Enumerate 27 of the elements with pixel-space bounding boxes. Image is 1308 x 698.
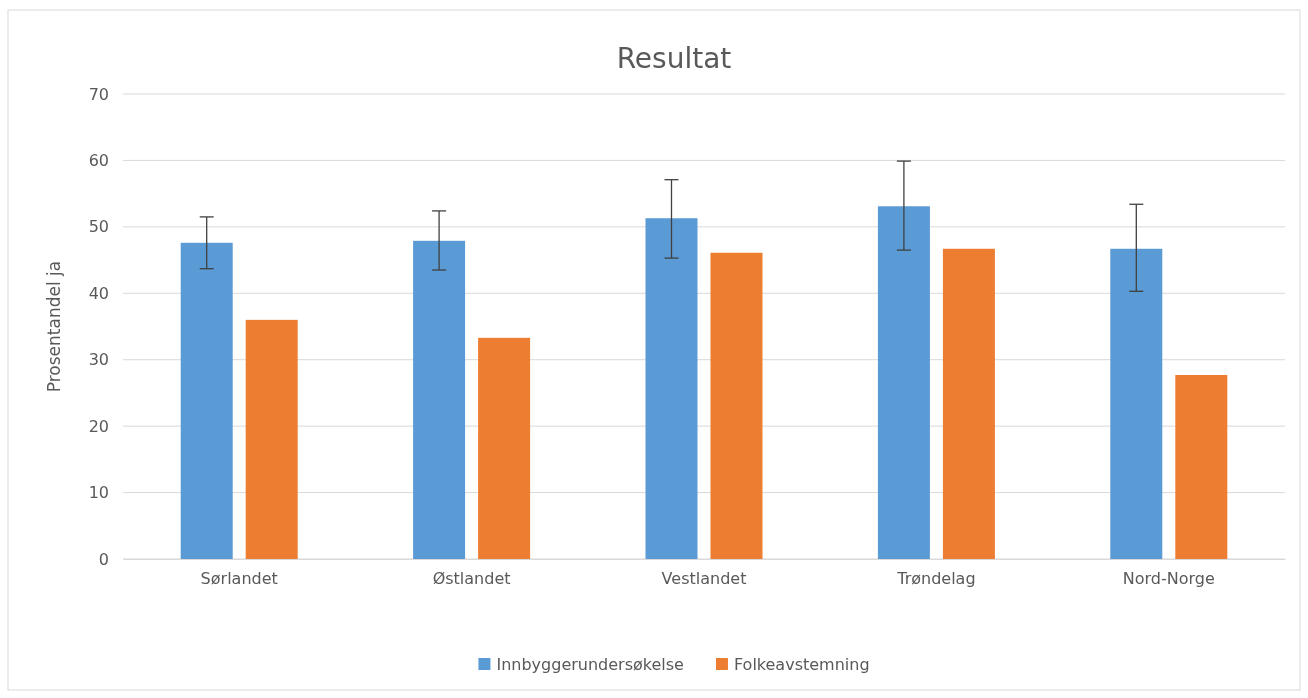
- bar: [645, 218, 698, 559]
- chart-title: Resultat: [616, 42, 732, 75]
- y-tick-label: 0: [98, 549, 109, 569]
- bar: [1175, 374, 1228, 559]
- bar: [877, 206, 930, 559]
- x-tick-label: Trøndelag: [896, 569, 976, 589]
- legend-label: Innbyggerundersøkelse: [496, 655, 684, 674]
- y-tick-label: 30: [88, 350, 109, 370]
- x-tick-label: Vestlandet: [661, 569, 747, 589]
- bar: [413, 240, 466, 559]
- bar: [245, 319, 298, 559]
- x-tick-label: Sørlandet: [200, 569, 278, 589]
- bar: [1110, 248, 1163, 559]
- bar: [942, 248, 995, 559]
- legend-label: Folkeavstemning: [733, 655, 870, 674]
- y-tick-label: 10: [88, 483, 109, 503]
- y-axis-title: Prosentandel ja: [44, 260, 64, 393]
- y-tick-label: 40: [88, 283, 109, 303]
- bar: [478, 337, 531, 559]
- bar: [710, 252, 763, 559]
- y-tick-label: 20: [88, 416, 109, 436]
- x-tick-label: Nord-Norge: [1122, 569, 1215, 589]
- y-tick-label: 60: [88, 151, 109, 171]
- y-tick-label: 50: [88, 217, 109, 237]
- bar: [180, 242, 233, 559]
- y-tick-label: 70: [88, 84, 109, 104]
- x-tick-label: Østlandet: [432, 569, 511, 589]
